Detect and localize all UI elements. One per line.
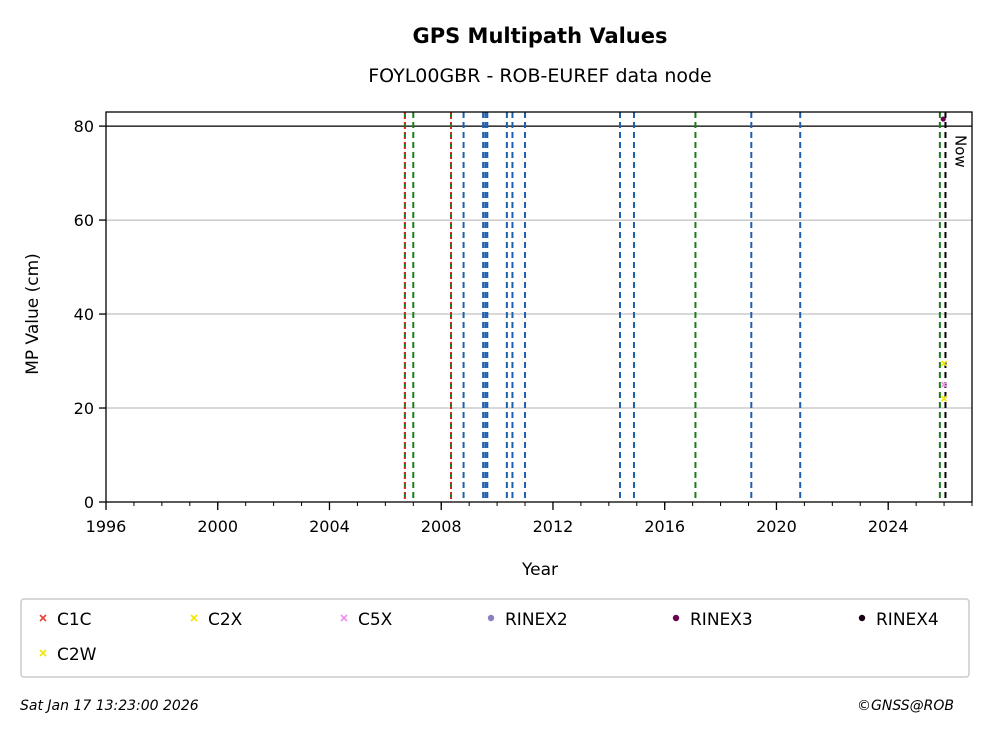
y-tick-label-3: 60 xyxy=(74,211,94,230)
legend: C1C C2X C5X RINEX2 RINEX3 RINEX4 C2W xyxy=(39,610,939,665)
y-tick-label-4: 80 xyxy=(74,117,94,136)
x-tick-label-0: 1996 xyxy=(86,517,127,536)
plot-frame xyxy=(105,111,973,503)
x-axis-label: Year xyxy=(521,560,558,580)
footer-timestamp: Sat Jan 17 13:23:00 2026 xyxy=(20,698,199,714)
legend-label-RINEX3: RINEX3 xyxy=(690,610,753,630)
point-C2X-0 xyxy=(940,360,948,367)
footer-credit: ©GNSS@ROB xyxy=(857,698,954,714)
legend-label-C2X: C2X xyxy=(208,610,243,630)
x-tick-label-3: 2008 xyxy=(421,517,462,536)
legend-label-C5X: C5X xyxy=(358,610,393,630)
y-tick-label-0: 0 xyxy=(84,493,94,512)
legend-marker-C1C xyxy=(39,614,47,622)
y-tick-label-1: 20 xyxy=(74,399,94,418)
legend-label-RINEX2: RINEX2 xyxy=(505,610,568,630)
legend-marker-C5X xyxy=(340,614,348,622)
legend-marker-RINEX2 xyxy=(487,614,495,622)
legend-label-C2W: C2W xyxy=(57,645,97,665)
y-tick-label-2: 40 xyxy=(74,305,94,324)
x-tick-label-4: 2012 xyxy=(533,517,574,536)
chart-title: GPS Multipath Values xyxy=(412,24,667,48)
chart-subtitle: FOYL00GBR - ROB-EUREF data node xyxy=(368,65,712,87)
legend-marker-C2W xyxy=(39,649,47,657)
x-tick-label-1: 2000 xyxy=(197,517,238,536)
now-label: Now xyxy=(951,135,969,168)
point-RINEX3-0 xyxy=(940,116,946,122)
point-C5X-0 xyxy=(940,381,948,388)
legend-box xyxy=(20,598,970,678)
legend-marker-RINEX3 xyxy=(672,614,680,622)
x-tick-label-6: 2020 xyxy=(756,517,797,536)
legend-marker-C2X xyxy=(190,614,198,622)
y-axis-label: MP Value (cm) xyxy=(23,253,43,375)
x-tick-label-7: 2024 xyxy=(868,517,909,536)
legend-marker-RINEX4 xyxy=(858,614,866,622)
plot-area: Now 1996 2000 2004 2008 2012 2016 2020 2024 0 20 40… xyxy=(74,111,973,536)
point-C2W-0 xyxy=(940,395,948,402)
legend-label-C1C: C1C xyxy=(57,610,92,630)
legend-label-RINEX4: RINEX4 xyxy=(876,610,939,630)
x-tick-label-5: 2016 xyxy=(644,517,685,536)
x-tick-label-2: 2004 xyxy=(309,517,350,536)
